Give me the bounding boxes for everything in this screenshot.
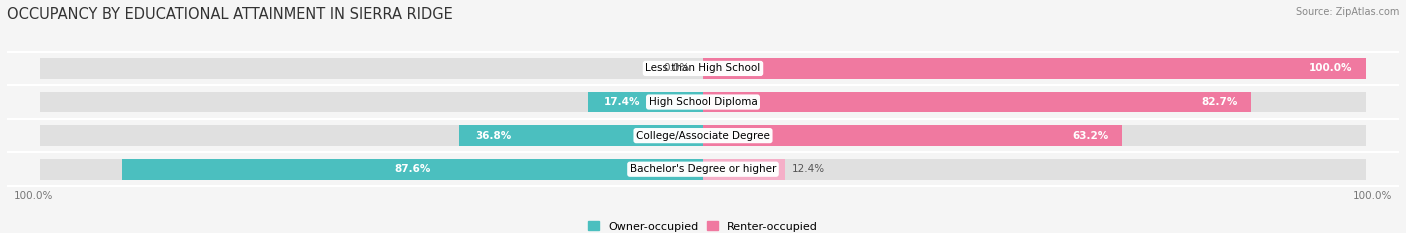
Bar [588,92,703,113]
Text: 87.6%: 87.6% [395,164,430,174]
Text: 100.0%: 100.0% [14,191,53,201]
Text: 17.4%: 17.4% [605,97,641,107]
Bar [460,125,703,146]
Text: College/Associate Degree: College/Associate Degree [636,131,770,141]
Bar [703,159,785,180]
Bar [703,125,1122,146]
Bar [41,58,703,79]
Text: Less than High School: Less than High School [645,63,761,73]
Bar [703,125,1365,146]
Bar [122,159,703,180]
Text: 36.8%: 36.8% [475,131,512,141]
Text: Source: ZipAtlas.com: Source: ZipAtlas.com [1295,7,1399,17]
Text: Bachelor's Degree or higher: Bachelor's Degree or higher [630,164,776,174]
Bar [41,92,703,113]
Bar [703,58,1365,79]
Bar [703,92,1365,113]
Text: High School Diploma: High School Diploma [648,97,758,107]
Bar [703,92,1251,113]
Legend: Owner-occupied, Renter-occupied: Owner-occupied, Renter-occupied [583,217,823,233]
Text: 100.0%: 100.0% [1353,191,1392,201]
Text: 63.2%: 63.2% [1073,131,1109,141]
Bar [41,125,703,146]
Text: 0.0%: 0.0% [664,63,690,73]
Text: 12.4%: 12.4% [792,164,825,174]
Bar [703,58,1365,79]
Text: OCCUPANCY BY EDUCATIONAL ATTAINMENT IN SIERRA RIDGE: OCCUPANCY BY EDUCATIONAL ATTAINMENT IN S… [7,7,453,22]
Bar [41,159,703,180]
Text: 100.0%: 100.0% [1309,63,1353,73]
Text: 82.7%: 82.7% [1202,97,1237,107]
Bar [703,159,1365,180]
